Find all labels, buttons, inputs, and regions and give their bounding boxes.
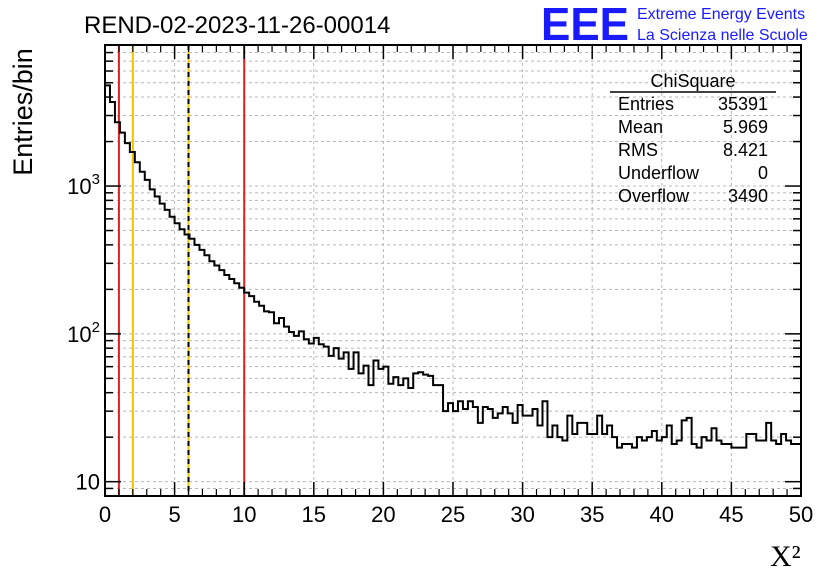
stats-value: 35391 xyxy=(718,94,768,114)
y-tick-label-exponent: 3 xyxy=(92,171,100,188)
eee-logo: EEE Extreme Energy Events La Scienza nel… xyxy=(541,0,808,50)
x-tick-label: 45 xyxy=(719,502,743,527)
y-tick-label-base: 10 xyxy=(67,174,91,199)
histogram-line xyxy=(105,84,801,449)
x-axis-label-text: X² xyxy=(770,540,801,572)
marker-lines xyxy=(117,45,246,496)
x-tick-label: 30 xyxy=(510,502,534,527)
chart-title: REND-02-2023-11-26-00014 xyxy=(84,12,390,39)
y-tick-label: 10 xyxy=(76,470,100,495)
x-tick-label: 5 xyxy=(168,502,180,527)
y-tick-label-exponent: 2 xyxy=(92,319,100,336)
x-tick-label: 35 xyxy=(580,502,604,527)
stats-value: 3490 xyxy=(728,186,768,206)
stats-value: 5.969 xyxy=(723,117,768,137)
x-tick-label: 20 xyxy=(371,502,395,527)
x-tick-label: 10 xyxy=(232,502,256,527)
eee-logo-mark: EEE xyxy=(541,0,629,50)
stats-value: 0 xyxy=(758,163,768,183)
y-tick-label: 102 xyxy=(67,319,100,347)
x-tick-label: 0 xyxy=(99,502,111,527)
eee-logo-line2: La Scienza nelle Scuole xyxy=(637,27,808,44)
stats-box: ChiSquare Entries 35391 Mean 5.969 RMS 8.421 U… xyxy=(610,71,776,206)
x-tick-label: 15 xyxy=(302,502,326,527)
stats-label: Entries xyxy=(618,94,674,114)
y-tick-label-base: 10 xyxy=(76,470,100,495)
y-axis-label: Entries/bin xyxy=(8,48,38,176)
stats-rows: Entries 35391 Mean 5.969 RMS 8.421 Underflow 0 O… xyxy=(618,94,768,206)
y-tick-label: 103 xyxy=(67,171,100,199)
stats-label: Overflow xyxy=(618,186,690,206)
x-tick-label: 40 xyxy=(650,502,674,527)
x-axis-label: X² xyxy=(770,540,801,572)
stats-label: Underflow xyxy=(618,163,700,183)
stats-label: Mean xyxy=(618,117,663,137)
x-tick-label: 25 xyxy=(441,502,465,527)
x-axis: 0 5 10 15 20 25 30 35 40 45 50 xyxy=(99,45,813,527)
stats-label: RMS xyxy=(618,140,658,160)
x-tick-label: 50 xyxy=(789,502,813,527)
y-tick-label-base: 10 xyxy=(67,322,91,347)
stats-value: 8.421 xyxy=(723,140,768,160)
plot-grid xyxy=(105,44,801,497)
eee-logo-line1: Extreme Energy Events xyxy=(637,6,805,23)
stats-title: ChiSquare xyxy=(650,71,735,91)
